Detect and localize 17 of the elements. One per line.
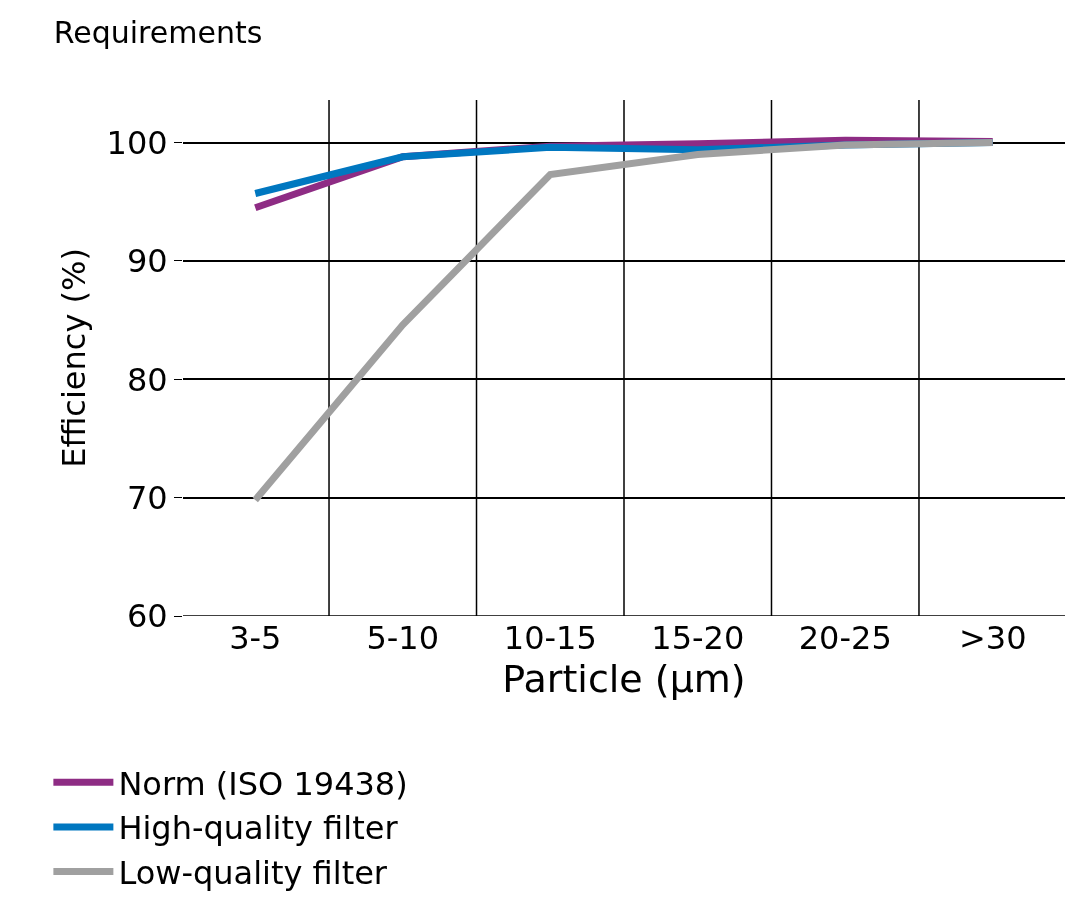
x-axis-title: Particle (µm) [502, 657, 746, 701]
y-tick-label: 90 [126, 242, 168, 281]
x-tick-label: 20-25 [798, 619, 892, 657]
y-tick-label: 80 [126, 360, 168, 399]
y-tick-label: 70 [126, 478, 168, 517]
y-axis-title: Efficiency (%) [54, 248, 93, 468]
x-tick-label: 3-5 [229, 619, 282, 657]
y-tick-label: 100 [106, 123, 168, 162]
legend-label: Low-quality filter [118, 853, 388, 892]
y-tick-label: 60 [126, 597, 168, 636]
chart-title: Requirements [53, 15, 263, 51]
x-tick-label: >30 [958, 619, 1027, 657]
legend-label: High-quality filter [118, 809, 399, 848]
x-tick-label: 5-10 [366, 619, 440, 657]
legend-label: Norm (ISO 19438) [118, 764, 408, 803]
x-tick-label: 15-20 [651, 619, 745, 657]
x-tick-label: 10-15 [503, 619, 597, 657]
